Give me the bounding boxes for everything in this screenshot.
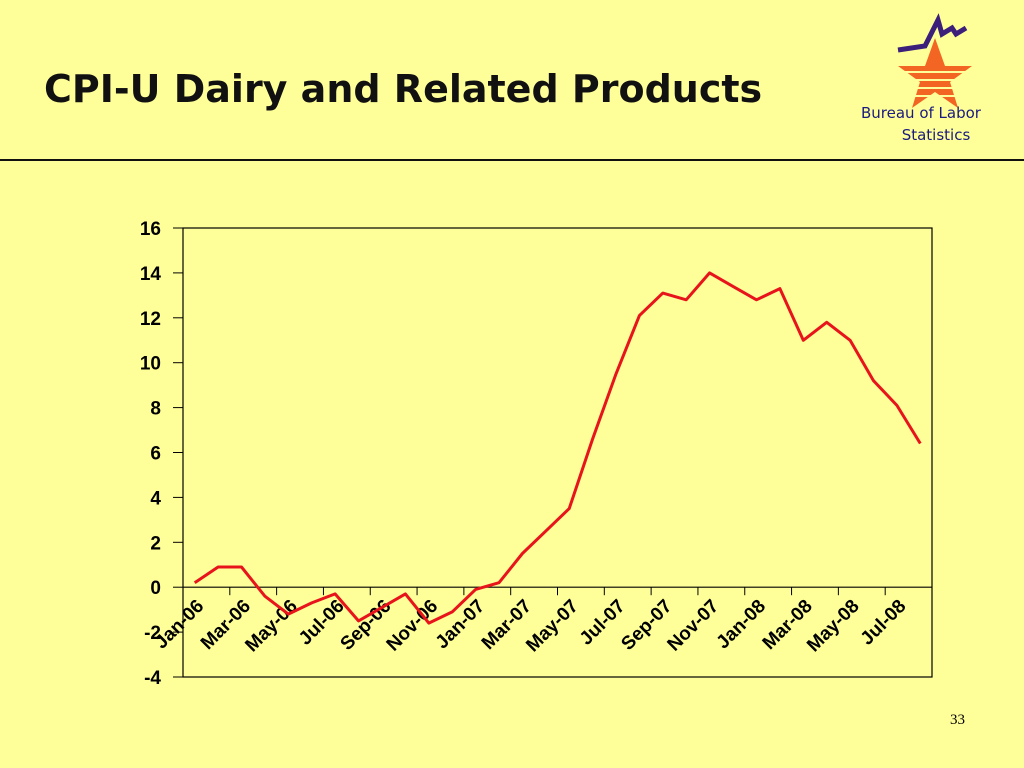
logo-zigzag	[897, 13, 968, 53]
logo: Bureau of Labor Statistics	[861, 13, 982, 144]
slide-title: CPI-U Dairy and Related Products	[44, 67, 762, 111]
y-tick-label: 8	[150, 399, 161, 420]
logo-text: Statistics	[902, 126, 971, 144]
y-tick-label: 0	[150, 578, 161, 599]
data-line	[193, 271, 922, 625]
page-number: 33	[950, 712, 965, 728]
y-tick-label: 14	[140, 264, 162, 285]
y-tick-label: -4	[144, 668, 161, 689]
y-tick-label: 2	[150, 533, 161, 554]
y-tick-label: 6	[150, 444, 161, 465]
y-tick-label: 10	[140, 354, 161, 375]
y-tick-label: 4	[150, 488, 161, 509]
logo-text: Bureau of Labor	[861, 104, 982, 122]
y-tick-label: -2	[144, 623, 161, 644]
y-tick-label: 12	[140, 309, 161, 330]
y-tick-label: 16	[140, 219, 161, 240]
logo-stripes	[900, 71, 970, 97]
